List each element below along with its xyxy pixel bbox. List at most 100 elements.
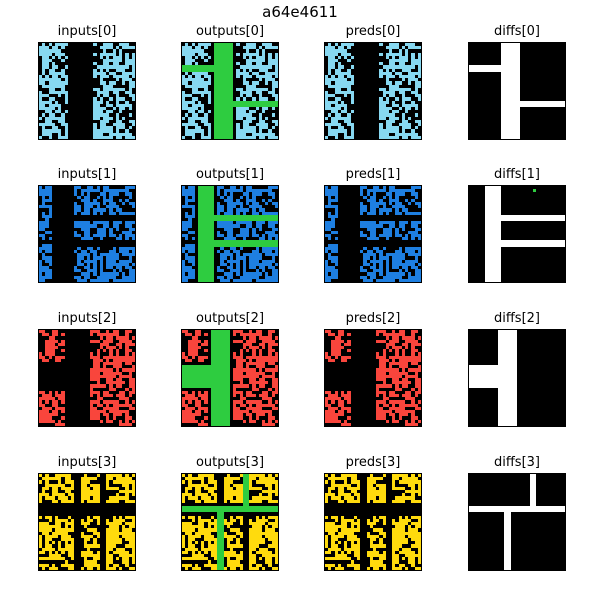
grid-cell [555,129,559,133]
grid-cell [249,52,253,56]
grid-cell [379,62,383,66]
grid-cell [83,100,87,104]
grid-cell [507,71,511,75]
grid-cell [125,65,129,69]
grid-cell [379,132,383,136]
grid-cell [226,65,230,69]
grid-cell [517,97,521,101]
grid-cell [271,230,275,234]
grid-cell [71,259,75,263]
grid-cell [220,110,224,114]
grid-cell [80,195,84,199]
grid-cell [533,62,537,66]
grid-cell [220,227,224,231]
grid-cell [128,221,132,225]
grid-cell [491,65,495,69]
grid-cell [401,52,405,56]
grid-cell [242,113,246,117]
grid-cell [103,186,107,190]
grid-cell [481,100,485,104]
grid-cell [236,123,240,127]
grid-cell [478,46,482,50]
grid-cell [93,75,97,79]
grid-cell [494,132,498,136]
grid-cell [255,224,259,228]
grid-cell [119,84,123,88]
grid-cell [55,246,59,250]
grid-cell [252,234,256,238]
grid-cell [109,256,113,260]
grid-cell [561,113,565,117]
grid-cell [48,135,52,139]
grid-cell [357,55,361,59]
grid-cell [549,126,553,130]
grid-cell [366,97,370,101]
grid-cell [223,43,227,47]
grid-cell [220,186,224,190]
grid-cell [481,119,485,123]
grid-cell [328,65,332,69]
grid-cell [96,84,100,88]
grid-cell [55,65,59,69]
grid-cell [395,132,399,136]
grid-cell [77,75,81,79]
grid-cell [373,129,377,133]
grid-cell [347,84,351,88]
grid-cell [42,71,46,75]
grid-cell [61,221,65,225]
grid-cell [115,230,119,234]
grid-cell [353,107,357,111]
grid-cell [61,113,65,117]
grid-cell [71,266,75,270]
grid-cell [42,192,46,196]
grid-cell [334,91,338,95]
grid-cell [523,62,527,66]
grid-cell [55,198,59,202]
grid-cell [201,43,205,47]
grid-cell [119,202,123,206]
grid-cell [239,230,243,234]
grid-cell [271,227,275,231]
grid-cell [103,192,107,196]
grid-cell [513,75,517,79]
grid-cell [389,43,393,47]
grid-cell [341,97,345,101]
grid-cell [494,49,498,53]
grid-cell [373,81,377,85]
grid-cell [109,75,113,79]
grid-cell [331,71,335,75]
grid-cell [125,62,129,66]
grid-cell [411,110,415,114]
grid-cell [347,100,351,104]
grid-cell [99,78,103,82]
grid-cell [373,78,377,82]
grid-cell [39,186,43,190]
grid-cell [128,208,132,212]
grid-cell [417,100,421,104]
grid-cell [128,116,132,120]
grid-cell [194,107,198,111]
grid-cell [389,107,393,111]
grid-cell [220,221,224,225]
grid-cell [417,113,421,117]
grid-cell [182,230,186,234]
grid-cell [230,218,234,222]
grid-cell [115,240,119,244]
grid-cell [112,218,116,222]
grid-cell [357,129,361,133]
grid-cell [67,84,71,88]
grid-cell [246,211,250,215]
grid-cell [83,230,87,234]
grid-cell [363,110,367,114]
grid-cell [61,100,65,104]
grid-cell [109,186,113,190]
grid-cell [561,91,565,95]
grid-cell [128,132,132,136]
grid-cell [246,126,250,130]
grid-cell [373,97,377,101]
grid-cell [513,87,517,91]
grid-cell [77,256,81,260]
grid-cell [220,65,224,69]
grid-cell [90,278,94,282]
grid-cell [191,59,195,63]
